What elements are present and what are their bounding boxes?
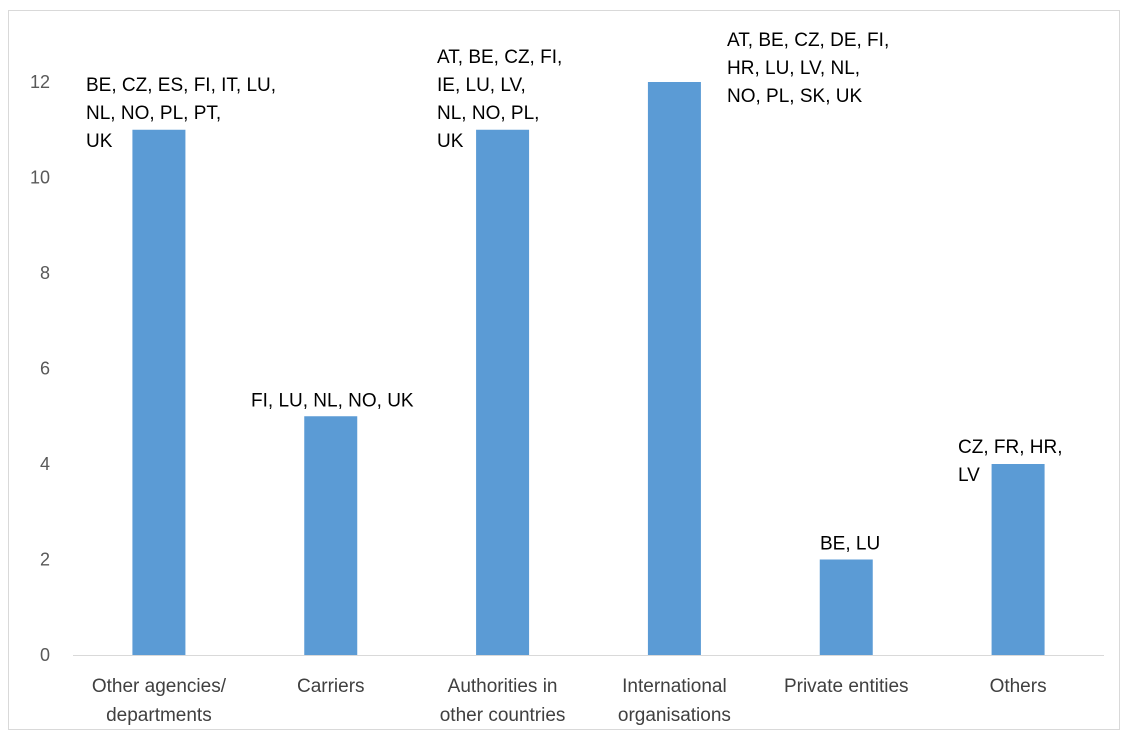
x-category-label: organisations <box>618 705 731 726</box>
x-category-label: Authorities in <box>448 676 558 697</box>
data-label: NO, PL, SK, UK <box>727 86 862 107</box>
data-label: BE, CZ, ES, FI, IT, LU, <box>86 75 276 96</box>
x-category-label: Other agencies/ <box>92 676 227 697</box>
x-category-label: International <box>622 676 727 697</box>
bar <box>304 416 358 655</box>
y-tick-label: 4 <box>40 454 50 474</box>
x-category-label: other countries <box>440 705 566 726</box>
data-label: HR, LU, LV, NL, <box>727 58 860 79</box>
data-label: CZ, FR, HR, <box>958 437 1063 458</box>
chart-frame <box>8 10 1120 730</box>
data-label: NL, NO, PL, PT, <box>86 103 221 124</box>
data-label: BE, LU <box>820 534 880 555</box>
y-tick-label: 10 <box>30 168 50 188</box>
bar <box>647 82 701 655</box>
y-tick-label: 8 <box>40 263 50 283</box>
x-category-label: Carriers <box>297 676 365 697</box>
y-tick-label: 0 <box>40 645 50 665</box>
y-tick-label: 12 <box>30 72 50 92</box>
data-label: UK <box>437 131 464 152</box>
data-label: LV <box>958 465 980 486</box>
data-label: AT, BE, CZ, FI, <box>437 47 562 68</box>
data-label: FI, LU, NL, NO, UK <box>251 390 414 411</box>
x-category-label: Private entities <box>784 676 909 697</box>
data-label: NL, NO, PL, <box>437 103 539 124</box>
x-category-label: Others <box>990 676 1047 697</box>
y-tick-label: 2 <box>40 550 50 570</box>
y-tick-label: 6 <box>40 359 50 379</box>
data-label: UK <box>86 131 113 152</box>
data-label: IE, LU, LV, <box>437 75 526 96</box>
bar <box>819 559 873 655</box>
data-label: AT, BE, CZ, DE, FI, <box>727 30 889 51</box>
bar <box>476 129 530 655</box>
x-category-label: departments <box>106 705 212 726</box>
bar <box>991 464 1045 655</box>
bar <box>132 129 186 655</box>
